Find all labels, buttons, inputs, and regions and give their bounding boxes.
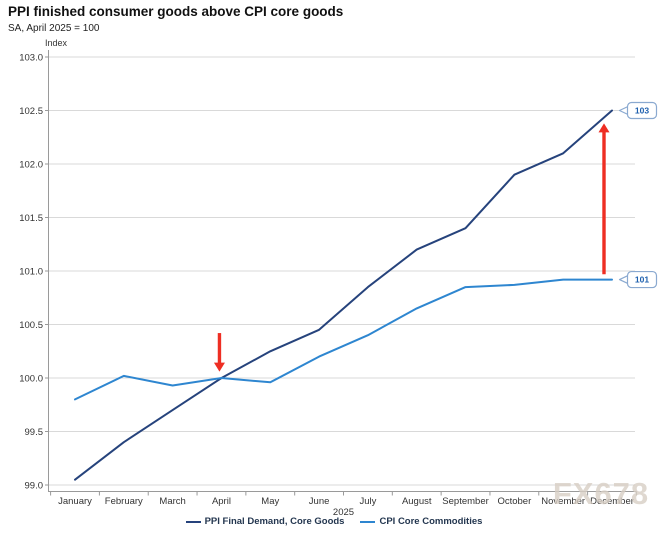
- x-tick-label: January: [58, 496, 92, 507]
- y-tick-label: 101.5: [19, 213, 43, 224]
- legend-item-cpi: CPI Core Commodities: [360, 516, 482, 527]
- x-tick-label: September: [442, 496, 488, 507]
- y-tick-label: 103.0: [19, 53, 43, 64]
- callout-101-label: 101: [635, 275, 649, 285]
- x-tick-label: October: [497, 496, 531, 507]
- y-tick-label: 99.5: [25, 427, 44, 438]
- y-tick-label: 101.0: [19, 267, 43, 278]
- callout-103-label: 103: [635, 106, 649, 116]
- x-tick-label: December: [590, 496, 634, 507]
- x-tick-label: June: [309, 496, 330, 507]
- legend-item-ppi: PPI Final Demand, Core Goods: [185, 516, 345, 527]
- callout-101-bubble: [626, 270, 658, 289]
- legend-label-cpi: CPI Core Commodities: [379, 516, 483, 527]
- y-tick-label: 102.0: [19, 160, 43, 171]
- y-tick-label: 99.0: [25, 481, 44, 492]
- x-tick-label: November: [541, 496, 585, 507]
- red-arrow-up-head-icon: [598, 123, 610, 133]
- callout-103-tail-icon: [618, 105, 629, 116]
- chart-legend: PPI Final Demand, Core Goods CPI Core Co…: [0, 516, 668, 527]
- x-tick-label: August: [402, 496, 432, 507]
- x-tick-label: March: [159, 496, 185, 507]
- ppi-legend-dash-icon: [185, 520, 201, 523]
- callout-101-tail-icon: [618, 275, 629, 285]
- x-tick-label: February: [105, 496, 143, 507]
- y-tick-label: 100.0: [19, 374, 43, 385]
- y-tick-label: 102.5: [19, 106, 43, 117]
- x-tick-label: July: [359, 496, 376, 507]
- callout-103-bubble: [626, 101, 658, 120]
- chart-title: PPI finished consumer goods above CPI co…: [8, 4, 344, 19]
- ppi-line: [74, 109, 613, 481]
- x-axis-year-label: 2025: [333, 507, 354, 518]
- cpi-legend-dash-icon: [360, 520, 376, 523]
- red-arrow-down-head-icon: [213, 362, 225, 372]
- chart-subtitle: SA, April 2025 = 100: [8, 23, 100, 34]
- cpi-line: [74, 278, 613, 401]
- legend-label-ppi: PPI Final Demand, Core Goods: [204, 516, 345, 527]
- y-axis-title: Index: [45, 38, 68, 48]
- x-tick-label: May: [261, 496, 279, 507]
- x-tick-label: April: [212, 496, 231, 507]
- y-tick-label: 100.5: [19, 320, 43, 331]
